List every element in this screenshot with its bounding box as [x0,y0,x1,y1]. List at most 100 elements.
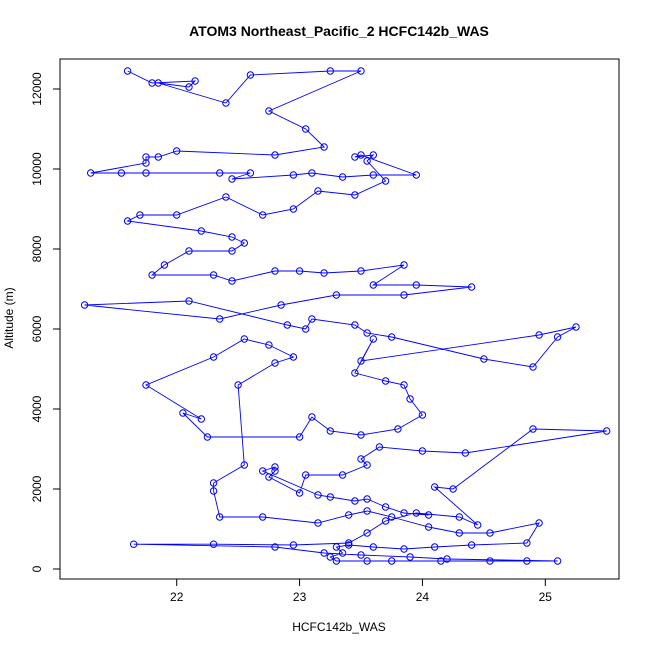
data-point [351,497,359,505]
data-point [228,233,236,241]
data-point [185,297,193,305]
plot-area [80,67,611,565]
data-point [332,291,341,299]
data-point [216,513,224,521]
data-point [308,315,316,323]
data-point [271,151,279,159]
data-point [363,157,371,165]
data-point [265,341,273,349]
data-point [277,301,285,309]
x-axis-label: HCFC142b_WAS [292,620,386,634]
data-point [117,169,126,177]
x-tick-label: 25 [539,590,553,604]
data-point [80,301,89,309]
data-point [418,447,427,455]
data-point [332,543,341,551]
data-point [240,461,249,469]
data-point [357,67,365,75]
data-point [369,281,377,289]
data-point [308,413,316,421]
data-point [283,321,291,329]
data-point [185,247,193,255]
data-point [424,523,433,531]
data-point [271,267,279,275]
data-point [486,557,494,565]
data-point [289,541,298,549]
data-point [381,177,390,185]
data-point [388,557,396,565]
data-point [308,169,316,177]
data-point [388,333,396,341]
data-point [412,281,420,289]
data-point [203,433,212,441]
data-point [259,467,267,475]
data-point [572,323,580,331]
data-point [320,143,328,151]
x-tick-label: 23 [293,590,307,604]
data-point [381,377,390,385]
data-point [234,381,242,389]
data-point [295,489,304,497]
data-point [271,467,279,475]
data-point [320,549,328,557]
data-point [351,191,359,199]
axes: 22 23 24 25 0 2000 4000 6000 8000 10000 12000 [30,58,620,604]
y-tick-label: 6000 [30,315,44,342]
data-point [302,325,310,333]
data-point [216,169,224,177]
data-point [216,315,224,323]
data-point [400,261,408,269]
data-point [265,107,273,115]
data-point [320,269,328,277]
data-point [369,151,377,159]
data-point [474,521,482,529]
data-point [406,395,414,403]
y-tick-label: 12000 [30,72,44,106]
data-point [381,517,390,525]
data-point [467,541,476,549]
data-point [209,353,218,361]
data-point [369,543,377,551]
y-axis-label: Altitude (m) [2,287,16,348]
y-tick-label: 10000 [30,152,44,186]
data-point [369,335,377,343]
data-point [228,175,236,183]
data-point [535,519,543,527]
y-tick-label: 0 [30,565,44,572]
data-point [338,549,347,557]
series-line [84,70,607,562]
data-point [400,381,408,389]
data-point [553,557,562,565]
data-point [326,67,334,75]
data-point [338,173,347,181]
data-point [400,291,408,299]
data-point [136,211,144,219]
data-point [209,540,218,548]
data-point [375,443,384,451]
data-point [289,205,298,213]
data-point [185,83,193,91]
data-point [271,359,279,367]
data-point [222,99,230,107]
data-point [461,449,470,457]
data-point [191,77,199,85]
data-point [467,283,476,291]
data-point [173,147,181,155]
data-point [412,509,420,517]
data-point [400,509,408,517]
data-point [228,247,236,255]
data-point [148,271,156,279]
data-point [209,487,218,495]
data-point [246,71,255,79]
data-point [529,363,537,371]
data-point [179,409,187,417]
data-point [363,495,371,503]
data-point [142,381,150,389]
x-tick-label: 22 [170,590,184,604]
data-point [363,329,371,337]
data-point [222,193,230,201]
data-point [357,431,365,439]
data-point [449,485,457,493]
plot-frame [59,58,620,580]
